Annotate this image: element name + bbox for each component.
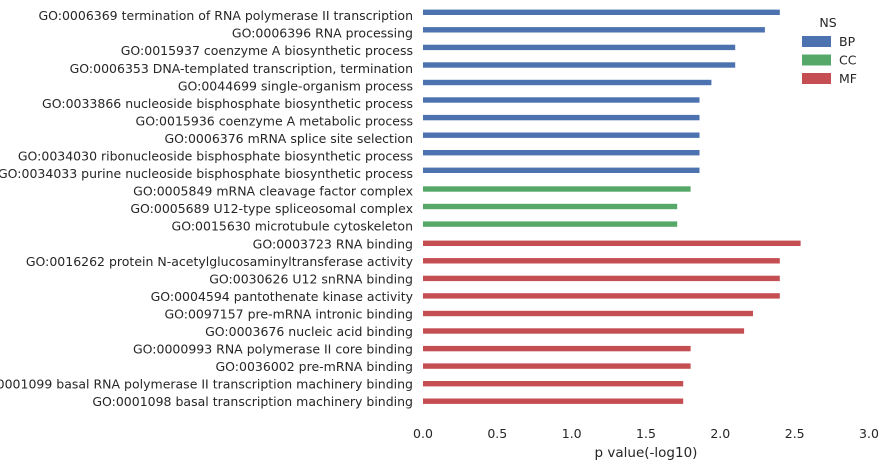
category-label: GO:0003723 RNA binding	[253, 236, 413, 251]
category-label: GO:0003676 nucleic acid binding	[205, 324, 413, 339]
category-label: GO:0000993 RNA polymerase II core bindin…	[133, 342, 413, 357]
x-tick-label: 3.0	[859, 426, 879, 441]
y-tick-labels: GO:0006369 termination of RNA polymerase…	[0, 8, 414, 409]
x-tick-label: 0.5	[487, 426, 507, 441]
category-label: GO:0044699 single-organism process	[178, 78, 413, 93]
category-label: GO:0005689 U12-type spliceosomal complex	[130, 201, 413, 216]
category-label: GO:0006376 mRNA splice site selection	[164, 131, 413, 146]
x-tick-label: 0.0	[413, 426, 433, 441]
legend-entries: BP CC MF	[802, 34, 857, 86]
category-label: GO:0034033 purine nucleoside bisphosphat…	[0, 166, 413, 181]
bar-bp-5	[423, 97, 700, 103]
bar-cc-12	[423, 221, 678, 227]
legend-label-cc: CC	[839, 53, 857, 68]
legend-swatch-cc	[802, 54, 831, 66]
bar-mf-15	[423, 275, 780, 282]
x-tick-label: 2.5	[785, 426, 805, 441]
category-label: GO:0034030 ribonucleoside bisphosphate b…	[18, 149, 413, 164]
category-label: GO:0001099 basal RNA polymerase II trans…	[0, 377, 413, 392]
bar-bp-9	[423, 167, 700, 173]
x-tick-label: 1.5	[636, 426, 656, 441]
category-label: GO:0015936 coenzyme A metabolic process	[136, 113, 413, 128]
bar-mf-19	[423, 345, 691, 352]
x-tick-label: 1.0	[562, 426, 582, 441]
category-label: GO:0015937 coenzyme A biosynthetic proce…	[121, 43, 413, 58]
bars-layer	[423, 9, 801, 404]
category-label: GO:0001098 basal transcription machinery…	[92, 394, 413, 409]
bar-bp-1	[423, 27, 765, 33]
legend: NS BP CC MF	[802, 15, 857, 86]
category-label: GO:0006353 DNA-templated transcription, …	[70, 61, 413, 76]
bar-bp-6	[423, 114, 700, 121]
legend-title: NS	[819, 15, 836, 30]
category-label: GO:0004594 pantothenate kinase activity	[151, 289, 414, 304]
x-axis-label: p value(-log10)	[595, 445, 698, 461]
bar-bp-4	[423, 79, 712, 86]
bar-bp-3	[423, 62, 736, 68]
bar-mf-13	[423, 240, 801, 246]
bar-mf-14	[423, 258, 780, 264]
category-label: GO:0006369 termination of RNA polymerase…	[38, 8, 413, 23]
bar-cc-11	[423, 203, 678, 210]
bar-cc-10	[423, 186, 691, 192]
category-label: GO:0006396 RNA processing	[232, 26, 413, 41]
bar-mf-22	[423, 398, 684, 404]
category-label: GO:0015630 microtubule cytoskeleton	[172, 219, 413, 234]
category-label: GO:0036002 pre-mRNA binding	[216, 359, 414, 374]
legend-label-mf: MF	[839, 71, 857, 86]
x-tick-labels: 0.0 0.5 1.0 1.5 2.0 2.5 3.0	[413, 426, 879, 441]
bar-mf-16	[423, 293, 780, 299]
category-label: GO:0016262 protein N-acetylglucosaminylt…	[26, 254, 414, 269]
bar-mf-20	[423, 363, 691, 369]
category-label: GO:0005849 mRNA cleavage factor complex	[133, 184, 413, 199]
bar-bp-8	[423, 150, 700, 156]
bar-bp-0	[423, 9, 780, 15]
legend-swatch-bp	[802, 36, 831, 47]
bar-mf-21	[423, 381, 684, 387]
bar-bp-7	[423, 132, 700, 138]
legend-swatch-mf	[802, 73, 831, 84]
bar-mf-17	[423, 310, 753, 317]
x-tick-label: 2.0	[710, 426, 730, 441]
category-label: GO:0097157 pre-mRNA intronic binding	[164, 307, 413, 322]
category-label: GO:0030626 U12 snRNA binding	[209, 271, 413, 286]
bar-mf-18	[423, 328, 745, 334]
bar-bp-2	[423, 44, 736, 51]
category-label: GO:0033866 nucleoside bisphosphate biosy…	[42, 96, 413, 111]
legend-label-bp: BP	[839, 34, 856, 49]
